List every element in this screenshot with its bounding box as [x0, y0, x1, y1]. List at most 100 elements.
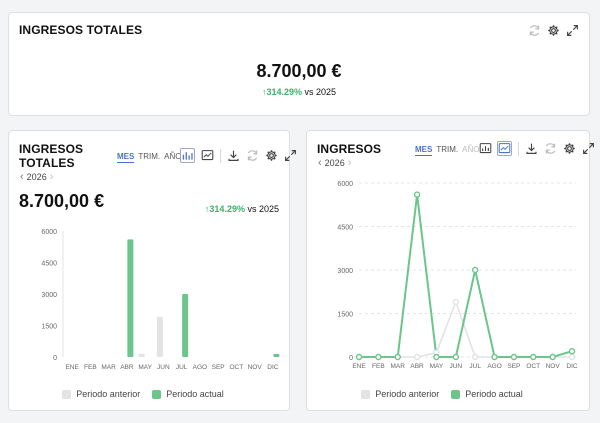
legend-previous-label: Periodo anterior — [375, 389, 440, 399]
gear-icon[interactable] — [546, 23, 560, 37]
bar-trend-vs: vs 2025 — [247, 204, 279, 214]
bar-year-selector: ‹ 2026 › — [17, 171, 56, 183]
point-previous[interactable] — [568, 353, 576, 361]
line-legend: Periodo anterior Periodo actual — [307, 389, 589, 399]
tab-trim[interactable]: TRIM. — [138, 152, 161, 161]
x-tick-label: MAY — [430, 363, 444, 370]
line-year-label: 2026 — [324, 158, 345, 168]
line-card-toolbar — [473, 141, 595, 156]
point-current[interactable] — [355, 353, 363, 361]
x-tick-label: NOV — [248, 364, 263, 371]
x-tick-label: JUN — [157, 364, 170, 371]
legend-previous[interactable]: Periodo anterior — [62, 389, 140, 399]
x-tick-label: SEP — [507, 363, 520, 370]
bar-card-title-line2: TOTALES — [19, 156, 75, 170]
tab-mes[interactable]: MES — [415, 145, 433, 156]
line-chart-icon[interactable] — [200, 149, 214, 163]
legend-previous-label: Periodo anterior — [76, 389, 141, 399]
bar-trend-percent: ↑314.29% — [204, 204, 245, 214]
toolbar-divider — [518, 141, 519, 156]
chevron-right-icon[interactable]: › — [49, 171, 54, 183]
tab-ano[interactable]: AÑO — [164, 152, 182, 161]
point-current[interactable] — [452, 353, 460, 361]
line-period-tabs: MES TRIM. AÑO — [415, 145, 483, 156]
tab-trim[interactable]: TRIM. — [436, 145, 459, 154]
tab-ano[interactable]: AÑO — [462, 145, 480, 154]
point-current[interactable] — [394, 353, 401, 361]
bar-chart-icon[interactable] — [478, 142, 492, 156]
y-tick-label: 4500 — [337, 225, 353, 232]
bar-card-title-line1: INGRESOS — [19, 142, 84, 156]
point-previous[interactable] — [452, 298, 460, 306]
bar-previous[interactable] — [138, 353, 145, 357]
point-current[interactable] — [413, 191, 421, 198]
chevron-left-icon[interactable]: ‹ — [20, 171, 24, 183]
line-chart-icon[interactable] — [497, 141, 512, 156]
legend-current[interactable]: Periodo actual — [152, 389, 224, 399]
x-tick-label: FEB — [372, 363, 385, 370]
expand-icon[interactable] — [581, 142, 595, 156]
top-card-toolbar — [522, 23, 579, 37]
bar-previous[interactable] — [156, 317, 163, 357]
x-tick-label: ABR — [410, 363, 424, 370]
top-card: INGRESOS TOTALES 8.700,00 € ↑314.29% vs … — [8, 12, 590, 116]
y-tick-label: 6000 — [337, 181, 353, 188]
bar-chart-icon[interactable] — [180, 148, 195, 163]
point-current[interactable] — [510, 353, 518, 361]
chevron-left-icon[interactable]: ‹ — [318, 157, 322, 169]
point-current[interactable] — [433, 353, 440, 361]
gear-icon[interactable] — [264, 149, 278, 163]
bar-current[interactable] — [182, 294, 189, 357]
top-trend-percent: ↑314.29% — [261, 87, 302, 97]
bar-trend: ↑314.29% vs 2025 — [205, 204, 279, 214]
expand-icon[interactable] — [565, 23, 579, 37]
point-current[interactable] — [568, 347, 576, 355]
refresh-icon[interactable] — [245, 149, 259, 163]
y-tick-label: 4500 — [41, 261, 57, 268]
download-icon[interactable] — [226, 149, 240, 163]
refresh-icon[interactable] — [527, 23, 541, 37]
x-tick-label: MAY — [138, 364, 152, 371]
line-year-selector: ‹ 2026 › — [315, 157, 354, 169]
x-tick-label: ENE — [352, 363, 366, 370]
y-tick-label: 6000 — [41, 229, 57, 236]
point-previous[interactable] — [413, 353, 421, 361]
top-trend: ↑314.29% vs 2025 — [9, 87, 589, 97]
point-previous[interactable] — [471, 353, 479, 361]
gear-icon[interactable] — [562, 142, 576, 156]
x-tick-label: SEP — [212, 364, 225, 371]
x-tick-label: ABR — [120, 364, 134, 371]
x-tick-label: MAR — [391, 363, 406, 370]
legend-previous-swatch — [62, 389, 72, 399]
bar-card-title: INGRESOS TOTALES — [19, 142, 83, 170]
legend-current-swatch — [451, 389, 461, 399]
line-current — [359, 194, 573, 358]
refresh-icon[interactable] — [543, 142, 557, 156]
point-current[interactable] — [491, 353, 498, 361]
x-tick-label: AGO — [487, 363, 501, 370]
download-icon[interactable] — [524, 142, 538, 156]
bar-year-label: 2026 — [26, 172, 47, 182]
y-tick-label: 1500 — [337, 312, 353, 319]
bar-chart-card: INGRESOS TOTALES MES TRIM. AÑO ‹ 2026 › … — [8, 130, 296, 411]
tab-mes[interactable]: MES — [117, 152, 135, 163]
x-tick-label: JUL — [176, 364, 188, 371]
toolbar-divider — [220, 148, 221, 163]
expand-icon[interactable] — [283, 149, 297, 163]
legend-current-swatch — [152, 389, 162, 399]
top-total-value: 8.700,00 € — [256, 61, 342, 81]
bar-current[interactable] — [127, 239, 134, 357]
point-current[interactable] — [471, 266, 479, 274]
legend-current[interactable]: Periodo actual — [451, 389, 523, 399]
x-tick-label: ENE — [65, 364, 79, 371]
point-current[interactable] — [549, 353, 556, 361]
point-current[interactable] — [375, 353, 382, 361]
x-tick-label: FEB — [84, 364, 97, 371]
bar-current[interactable] — [273, 353, 280, 357]
y-tick-label: 1500 — [41, 324, 57, 331]
point-current[interactable] — [530, 353, 537, 361]
chevron-right-icon[interactable]: › — [347, 157, 352, 169]
legend-previous[interactable]: Periodo anterior — [361, 389, 439, 399]
bar-total-value: 8.700,00 € — [19, 191, 105, 211]
